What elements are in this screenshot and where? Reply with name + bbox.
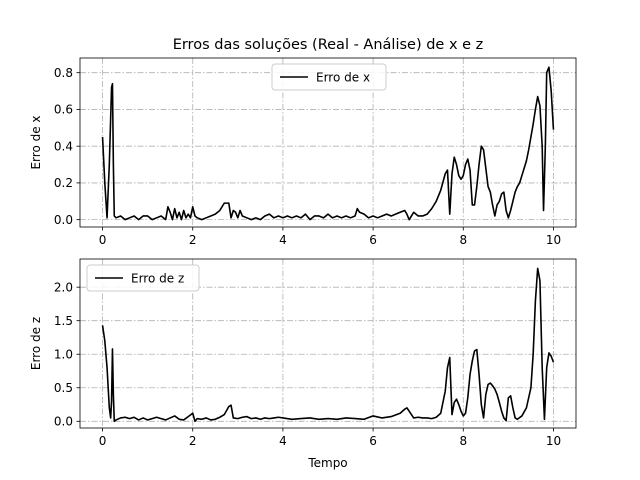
x-tick-label: 4 [279,434,287,448]
x-tick-label: 4 [279,233,287,247]
y-tick-label: 0.5 [54,381,73,395]
x-tick-label: 2 [189,434,197,448]
x-tick-label: 0 [99,434,107,448]
legend-box [271,63,387,91]
legend-entry-label: Erro de z [131,271,184,285]
y-axis-label: Erro de x [29,115,43,169]
chart-title: Erros das soluções (Real - Análise) de x… [173,37,484,53]
legend: Erro de z [86,264,200,292]
y-tick-label: 0.2 [54,176,73,190]
y-tick-label: 2.0 [54,280,73,294]
y-axis-label: Erro de z [29,317,43,370]
panel-erro-z: 0 2 4 6 8 10 0.0 0.5 1.0 1.5 2.0 Erro de z Tempo Erro… [29,258,577,470]
x-tick-label: 6 [369,434,377,448]
y-tick-label: 1.0 [54,348,73,362]
legend: Erro de x [271,63,387,91]
y-tick-label: 0.6 [54,103,73,117]
plot-area-frame [79,258,577,429]
legend-entry-label: Erro de x [316,70,370,84]
x-tick-label: 10 [546,233,561,247]
panel-erro-x: 0 2 4 6 8 10 0.0 0.2 0.4 0.6 0.8 Erro de x Erro de x [29,57,577,247]
x-tick-label: 8 [459,434,467,448]
y-tick-label: 0.0 [54,415,73,429]
y-tick-label: 0.8 [54,66,73,80]
series-line [101,66,555,221]
series-line [101,267,555,423]
x-tick-label: 6 [369,233,377,247]
plot-area-frame [79,57,577,228]
x-tick-label: 8 [459,233,467,247]
x-tick-label: 10 [546,434,561,448]
y-tick-label: 0.0 [54,213,73,227]
x-tick-label: 0 [99,233,107,247]
y-tick-label: 1.5 [54,314,73,328]
x-axis-label: Tempo [307,456,347,470]
y-tick-label: 0.4 [54,139,73,153]
x-tick-label: 2 [189,233,197,247]
legend-box [86,264,200,292]
